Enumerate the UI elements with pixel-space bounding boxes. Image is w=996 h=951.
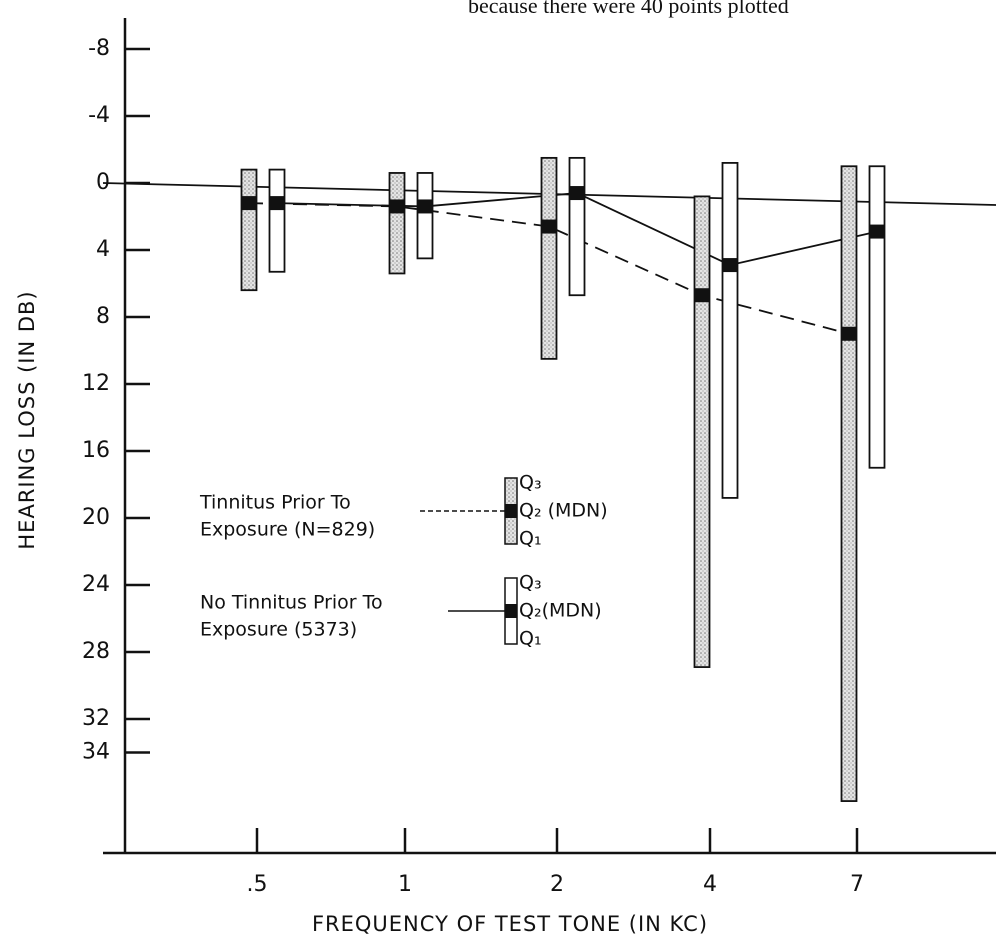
x-tick-label: 4 — [703, 872, 717, 897]
y-tick-label: 8 — [96, 304, 110, 329]
quartile-bar — [721, 161, 739, 499]
x-tick-label: 2 — [550, 872, 564, 897]
quartile-bar — [693, 195, 711, 668]
median-marker — [541, 219, 557, 234]
quartile-bar — [540, 156, 558, 360]
x-axis-label: FREQUENCY OF TEST TONE (IN KC) — [312, 912, 708, 936]
y-tick-label: 20 — [82, 505, 110, 530]
median-marker — [869, 224, 885, 239]
median-marker — [417, 199, 433, 214]
legend-key-label: Q₂ (MDN) — [519, 500, 608, 522]
legend-key-median — [505, 604, 517, 618]
y-tick-label: 0 — [96, 170, 110, 195]
legend-label: Exposure (N=829) — [200, 519, 375, 541]
x-tick-label: 7 — [850, 872, 864, 897]
y-axis-label: HEARING LOSS (IN DB) — [15, 290, 39, 549]
y-tick-label: 34 — [82, 740, 110, 765]
quartile-bar — [388, 172, 406, 275]
quartile-bar — [416, 172, 434, 260]
x-tick-label: .5 — [247, 872, 268, 897]
quartile-bar — [240, 168, 258, 292]
y-tick-label: 28 — [82, 639, 110, 664]
legend-label: No Tinnitus Prior To — [200, 592, 383, 614]
median-marker — [694, 288, 710, 303]
quartile-bar — [568, 156, 586, 297]
legend-key-label: Q₃ — [519, 572, 542, 594]
legend-key-label: Q₂(MDN) — [519, 600, 602, 622]
y-tick-label: 12 — [82, 371, 110, 396]
median-marker — [841, 326, 857, 341]
quartile-bar — [868, 165, 886, 469]
y-tick-label: 24 — [82, 572, 110, 597]
y-tick-label: 32 — [82, 706, 110, 731]
legend-key-label: Q₁ — [519, 528, 542, 550]
y-tick-label: -8 — [88, 36, 110, 61]
quartile-bar — [840, 165, 858, 802]
y-tick-label: 16 — [82, 438, 110, 463]
median-marker — [241, 196, 257, 211]
median-marker — [722, 258, 738, 273]
median-marker — [269, 196, 285, 211]
legend-label: Exposure (5373) — [200, 619, 357, 641]
legend-label: Tinnitus Prior To — [199, 492, 351, 514]
y-tick-label: -4 — [88, 103, 110, 128]
median-marker — [389, 199, 405, 214]
legend-key-label: Q₁ — [519, 628, 542, 650]
quartile-bar — [268, 168, 286, 273]
legend-key-median — [505, 504, 517, 518]
x-tick-label: 1 — [398, 872, 412, 897]
page-fragment: because there were 40 points plotted — [468, 0, 789, 18]
y-tick-label: 4 — [96, 237, 110, 262]
median-marker — [569, 186, 585, 201]
legend-key-label: Q₃ — [519, 472, 542, 494]
